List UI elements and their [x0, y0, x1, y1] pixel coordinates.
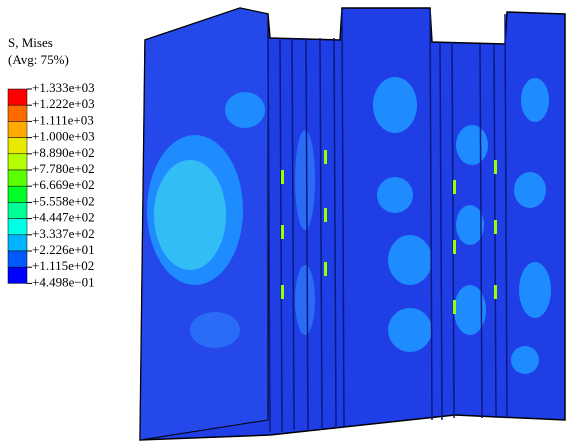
- legend-swatch: [8, 202, 27, 218]
- legend-subtitle: (Avg: 75%): [8, 52, 69, 67]
- legend-label: +8.890e+02: [32, 145, 95, 160]
- legend-title: S, Mises: [8, 35, 53, 50]
- legend-swatch: [8, 219, 27, 235]
- legend-swatch: [8, 186, 27, 202]
- legend-label: +1.115e+02: [32, 258, 94, 273]
- legend-swatch: [8, 138, 27, 154]
- legend-swatch: [8, 267, 27, 283]
- legend-label: +1.222e+03: [32, 96, 95, 111]
- legend: S, Mises (Avg: 75%) +1.333e+03+1.222e+03…: [8, 35, 95, 289]
- legend-label: +5.558e+02: [32, 193, 95, 208]
- legend-label: +7.780e+02: [32, 161, 95, 176]
- legend-label: +6.669e+02: [32, 177, 95, 192]
- legend-label: +1.000e+03: [32, 129, 95, 144]
- viewport: S, Mises (Avg: 75%) +1.333e+03+1.222e+03…: [0, 0, 569, 445]
- legend-swatch: [8, 251, 27, 267]
- legend-swatch: [8, 154, 27, 170]
- legend-swatch: [8, 235, 27, 251]
- legend-label: +1.111e+03: [32, 112, 94, 127]
- legend-label: +2.226e+01: [32, 242, 95, 257]
- page: S, Mises (Avg: 75%) +1.333e+03+1.222e+03…: [0, 0, 569, 445]
- legend-label: +3.337e+02: [32, 226, 95, 241]
- legend-label: +1.333e+03: [32, 80, 95, 95]
- legend-label: +4.498e−01: [32, 274, 95, 289]
- legend-swatch: [8, 105, 27, 121]
- model: [140, 8, 565, 440]
- legend-swatch: [8, 170, 27, 186]
- legend-label: +4.447e+02: [32, 210, 95, 225]
- legend-swatch: [8, 121, 27, 137]
- legend-swatch: [8, 89, 27, 105]
